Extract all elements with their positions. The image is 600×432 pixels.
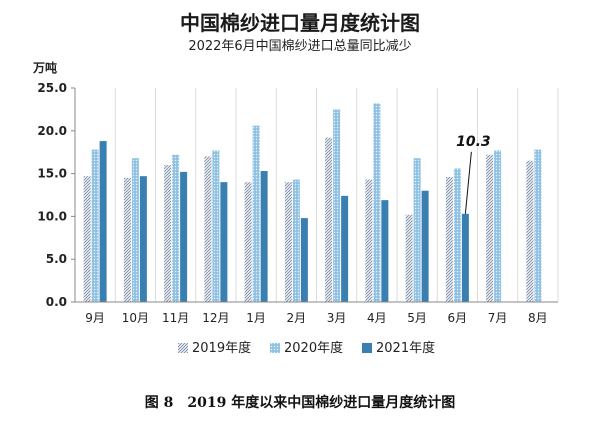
bar-2019年度-3月 (325, 137, 333, 302)
y-tick-label: 25.0 (37, 81, 67, 95)
chart-subtitle: 2022年6月中国棉纱进口总量同比减少 (188, 39, 411, 54)
x-tick-label: 7月 (488, 311, 508, 325)
x-tick-label: 11月 (162, 311, 189, 325)
y-tick-label: 0.0 (46, 295, 67, 309)
x-tick-label: 10月 (122, 311, 149, 325)
bar-2020年度-12月 (212, 150, 220, 302)
bar-2021年度-9月 (99, 141, 107, 302)
chart-title: 中国棉纱进口量月度统计图 (180, 11, 420, 35)
bar-2019年度-5月 (405, 214, 413, 302)
bar-2019年度-7月 (486, 154, 494, 302)
bar-2021年度-6月 (461, 213, 469, 302)
y-tick-label: 10.0 (37, 209, 67, 223)
x-tick-label: 6月 (448, 311, 468, 325)
y-tick-label: 15.0 (37, 167, 67, 181)
bar-2020年度-10月 (131, 158, 139, 302)
x-tick-label: 3月 (327, 311, 347, 325)
bar-2021年度-5月 (421, 190, 429, 302)
axis-layer: 0.0 5.0 10.0 15.0 20.0 25.0 9月 10月 11月 12月 1月 2月 3月 4… (37, 81, 558, 325)
bar-2021年度-10月 (139, 176, 147, 302)
bar-2020年度-5月 (413, 158, 421, 302)
x-tick-label: 2月 (287, 311, 307, 325)
bar-2021年度-1月 (260, 171, 268, 302)
bar-2020年度-9月 (91, 149, 99, 302)
legend-swatch (362, 343, 372, 353)
bar-2021年度-3月 (341, 195, 349, 302)
bar-2020年度-7月 (494, 150, 502, 302)
bar-2020年度-3月 (333, 109, 341, 303)
bar-2020年度-6月 (453, 168, 461, 302)
bar-2021年度-11月 (180, 171, 188, 302)
bar-2019年度-9月 (83, 176, 91, 302)
bar-2020年度-8月 (534, 149, 542, 302)
bar-2021年度-2月 (300, 218, 308, 302)
x-tick-label: 5月 (407, 311, 427, 325)
bar-2019年度-12月 (204, 156, 212, 302)
bar-2020年度-2月 (292, 179, 300, 302)
y-axis-label: 万吨 (32, 60, 57, 75)
legend-label: 2020年度 (284, 340, 343, 356)
y-tick-label: 20.0 (37, 124, 67, 138)
x-tick-label: 8月 (528, 311, 548, 325)
x-tick-label: 12月 (202, 311, 229, 325)
bar-2020年度-1月 (252, 125, 260, 302)
bar-2021年度-4月 (381, 200, 389, 302)
x-tick-label: 4月 (367, 311, 387, 325)
bar-2020年度-4月 (373, 103, 381, 303)
bar-2019年度-2月 (284, 182, 292, 302)
x-tick-label: 1月 (246, 311, 266, 325)
legend-swatch (270, 343, 280, 353)
legend: 2019年度 2020年度 2021年度 (178, 340, 435, 356)
annotation-leader-line (464, 151, 472, 214)
annotation-label: 10.3 (456, 134, 491, 150)
bar-2019年度-10月 (123, 177, 131, 302)
bar-2019年度-4月 (365, 179, 373, 302)
bar-2021年度-12月 (220, 182, 228, 302)
y-tick-label: 5.0 (46, 252, 67, 266)
bars-layer (83, 103, 542, 303)
bar-2019年度-11月 (164, 165, 172, 302)
bar-2020年度-11月 (172, 154, 180, 302)
bar-2019年度-6月 (445, 177, 453, 302)
figure-caption: 图 8 2019 年度以来中国棉纱进口量月度统计图 (145, 394, 455, 411)
legend-label: 2019年度 (192, 340, 251, 356)
bar-2019年度-1月 (244, 182, 252, 302)
x-tick-label: 9月 (85, 311, 105, 325)
legend-label: 2021年度 (376, 340, 435, 356)
bar-2019年度-8月 (526, 160, 534, 302)
legend-swatch (178, 343, 188, 353)
annotation-layer: 10.3 (456, 134, 491, 214)
grid-layer (74, 88, 559, 302)
